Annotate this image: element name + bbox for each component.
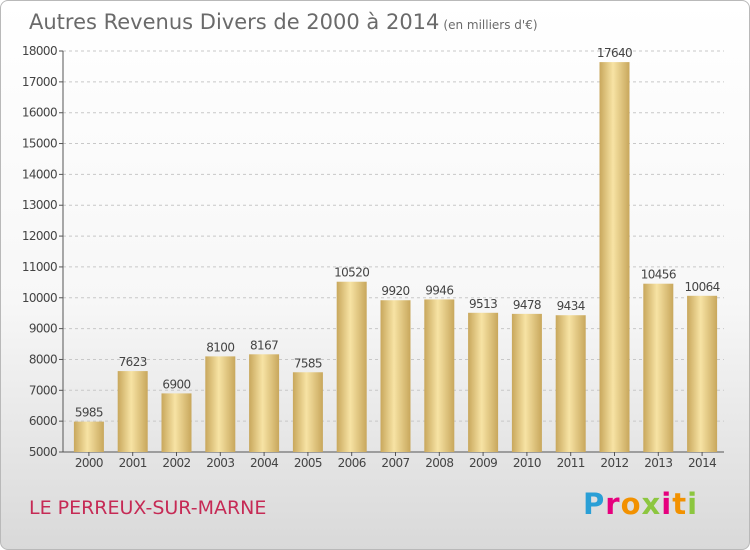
value-label-2002: 6900 bbox=[162, 377, 190, 391]
town-name: LE PERREUX-SUR-MARNE bbox=[29, 497, 267, 519]
value-label-2005: 7585 bbox=[294, 356, 322, 370]
bar-2006 bbox=[336, 281, 367, 452]
value-label-2011: 9434 bbox=[557, 299, 585, 313]
y-tick-label: 13000 bbox=[22, 198, 57, 212]
x-tick-label: 2002 bbox=[162, 456, 190, 470]
value-label-2009: 9513 bbox=[469, 297, 497, 311]
y-tick-label: 8000 bbox=[29, 352, 57, 366]
value-label-2013: 10456 bbox=[641, 268, 676, 282]
x-tick-label: 2004 bbox=[250, 456, 278, 470]
proxiti-logo[interactable]: Proxiti bbox=[583, 487, 698, 521]
value-label-2006: 10520 bbox=[334, 266, 369, 280]
value-label-2010: 9478 bbox=[513, 298, 541, 312]
y-tick-label: 14000 bbox=[22, 167, 57, 181]
value-label-2004: 8167 bbox=[250, 338, 278, 352]
bar-2009 bbox=[468, 312, 499, 452]
x-tick-label: 2013 bbox=[644, 456, 672, 470]
value-label-2012: 17640 bbox=[597, 46, 632, 60]
x-tick-label: 2000 bbox=[75, 456, 103, 470]
bar-2011 bbox=[555, 315, 586, 452]
x-tick-label: 2010 bbox=[513, 456, 541, 470]
y-tick-label: 9000 bbox=[29, 322, 57, 336]
value-label-2007: 9920 bbox=[381, 284, 409, 298]
bar-2000 bbox=[73, 421, 104, 452]
x-tick-label: 2003 bbox=[206, 456, 234, 470]
value-label-2001: 7623 bbox=[119, 355, 147, 369]
bar-2008 bbox=[424, 299, 455, 452]
y-tick-label: 6000 bbox=[29, 414, 57, 428]
x-tick-label: 2009 bbox=[469, 456, 497, 470]
y-tick-label: 18000 bbox=[22, 44, 57, 58]
y-tick-label: 10000 bbox=[22, 291, 57, 305]
y-tick-label: 7000 bbox=[29, 383, 57, 397]
chart-subtitle: (en milliers d'€) bbox=[443, 18, 538, 32]
chart-title: Autres Revenus Divers de 2000 à 2014 (en … bbox=[29, 10, 538, 34]
bar-2002 bbox=[161, 393, 192, 452]
bar-2005 bbox=[292, 372, 323, 452]
value-label-2014: 10064 bbox=[685, 280, 720, 294]
bar-2003 bbox=[205, 356, 236, 452]
bar-2010 bbox=[511, 313, 542, 452]
y-tick-label: 5000 bbox=[29, 445, 57, 459]
logo-letter: P bbox=[583, 487, 606, 521]
bar-2004 bbox=[249, 354, 280, 452]
logo-letter: i bbox=[687, 487, 699, 521]
y-tick-label: 15000 bbox=[22, 137, 57, 151]
bar-2012 bbox=[599, 62, 630, 452]
axes: 5000 6000 7000 8000 9000 10000 11000 12000 13000… bbox=[22, 44, 724, 470]
bar-2014 bbox=[687, 295, 718, 452]
value-label-2008: 9946 bbox=[425, 283, 453, 297]
y-tick-label: 11000 bbox=[22, 260, 57, 274]
bars bbox=[73, 62, 718, 452]
x-tick-label: 2012 bbox=[600, 456, 628, 470]
x-tick-label: 2008 bbox=[425, 456, 453, 470]
x-tick-label: 2007 bbox=[381, 456, 409, 470]
data-labels: 5985 7623 6900 8100 8167 7585 10520 9920 9946 951… bbox=[75, 46, 720, 420]
x-tick-label: 2006 bbox=[338, 456, 366, 470]
logo-letter: o bbox=[620, 487, 642, 521]
value-label-2003: 8100 bbox=[206, 340, 234, 354]
x-tick-label: 2005 bbox=[294, 456, 322, 470]
bar-2001 bbox=[117, 371, 148, 452]
x-tick-label: 2011 bbox=[557, 456, 585, 470]
logo-letter: t bbox=[672, 487, 688, 521]
logo-letter: r bbox=[605, 487, 621, 521]
y-tick-label: 16000 bbox=[22, 106, 57, 120]
bar-2007 bbox=[380, 300, 411, 452]
chart-title-text: Autres Revenus Divers de 2000 à 2014 bbox=[29, 10, 440, 34]
logo-letter: x bbox=[641, 487, 662, 521]
x-tick-label: 2001 bbox=[119, 456, 147, 470]
y-tick-label: 12000 bbox=[22, 229, 57, 243]
logo-letter: i bbox=[661, 487, 673, 521]
bar-2013 bbox=[643, 283, 674, 452]
x-tick-label: 2014 bbox=[688, 456, 716, 470]
value-label-2000: 5985 bbox=[75, 406, 103, 420]
y-tick-label: 17000 bbox=[22, 75, 57, 89]
